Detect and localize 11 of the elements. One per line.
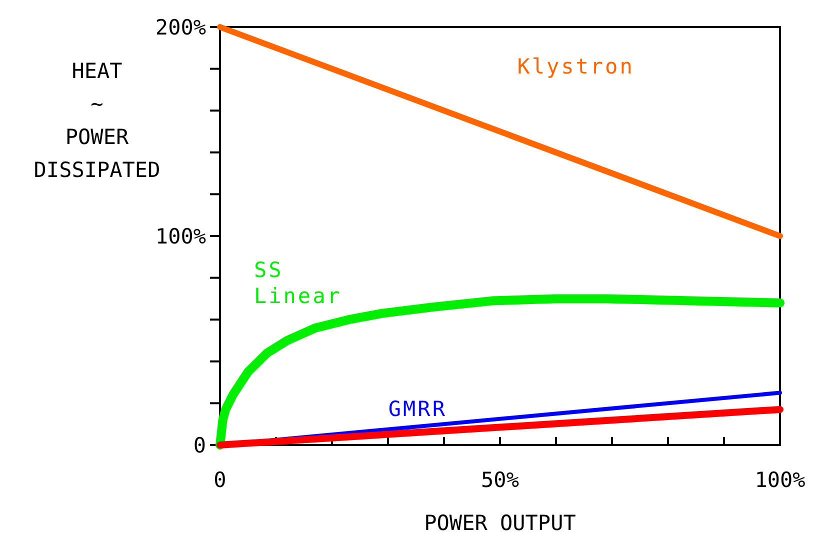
y-tick-label: 0 <box>193 433 206 458</box>
y-tick-label: 100% <box>155 224 206 248</box>
y-axis-title: HEAT ~ POWER DISSIPATED <box>34 59 160 182</box>
x-tick-label: 50% <box>481 468 520 492</box>
y-tick-label: 200% <box>155 15 206 40</box>
series-label: GMRR <box>388 396 447 421</box>
x-tick-label: 100% <box>754 468 806 492</box>
text: Klystron <box>517 54 634 79</box>
x-axis-title: POWER OUTPUT <box>424 511 576 535</box>
x-tick-label: 0 <box>214 468 226 492</box>
series-label: SS Linear <box>254 258 342 308</box>
